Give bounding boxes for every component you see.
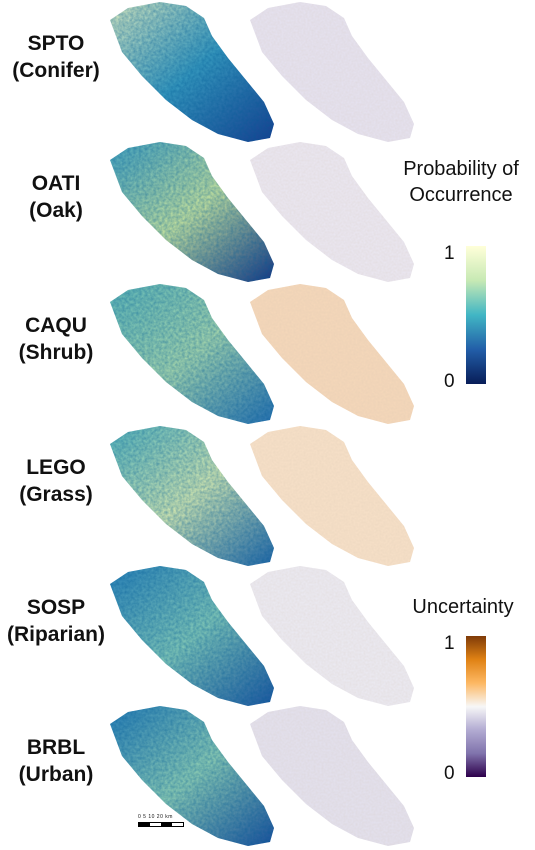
scale-bar-numbers: 0 5 10 20 km bbox=[138, 814, 173, 820]
scale-bar-ticks: 0 5 10 20 bbox=[138, 814, 164, 820]
species-code: CAQU bbox=[25, 314, 87, 337]
species-code: BRBL bbox=[26, 736, 86, 759]
probability-map bbox=[110, 706, 274, 846]
probability-colorbar bbox=[466, 246, 486, 384]
probability-max-label: 1 bbox=[444, 243, 455, 264]
species-group: (Conifer) bbox=[12, 59, 100, 82]
species-label: BRBL (Urban) bbox=[0, 734, 112, 788]
uncertainty-map bbox=[250, 706, 414, 846]
uncertainty-map bbox=[250, 426, 414, 566]
uncertainty-min-label: 0 bbox=[444, 763, 455, 784]
species-row: BRBL (Urban) bbox=[0, 706, 535, 846]
species-code: SOSP bbox=[26, 596, 86, 619]
uncertainty-colorbar bbox=[466, 636, 486, 777]
probability-map bbox=[110, 284, 274, 424]
species-code: LEGO bbox=[26, 456, 86, 479]
uncertainty-map bbox=[250, 142, 414, 282]
species-row: CAQU (Shrub) bbox=[0, 284, 535, 424]
species-group: (Grass) bbox=[19, 483, 93, 506]
species-label: SOSP (Riparian) bbox=[0, 594, 112, 648]
probability-map bbox=[110, 426, 274, 566]
scale-bar-graphic bbox=[138, 822, 184, 827]
probability-map bbox=[110, 566, 274, 706]
uncertainty-max-label: 1 bbox=[444, 633, 455, 654]
scale-bar: 0 5 10 20 km bbox=[138, 814, 186, 836]
probability-map bbox=[110, 2, 274, 142]
probability-legend-title: Probability of Occurrence bbox=[386, 156, 535, 208]
species-group: (Urban) bbox=[18, 763, 94, 786]
species-row: LEGO (Grass) bbox=[0, 426, 535, 566]
probability-title-line1: Probability of bbox=[403, 158, 519, 180]
probability-min-label: 0 bbox=[444, 371, 455, 392]
species-label: LEGO (Grass) bbox=[0, 454, 112, 508]
species-row: SPTO (Conifer) bbox=[0, 2, 535, 142]
species-code: SPTO bbox=[27, 32, 85, 55]
probability-map bbox=[110, 142, 274, 282]
uncertainty-map bbox=[250, 2, 414, 142]
species-group: (Shrub) bbox=[18, 341, 94, 364]
uncertainty-map bbox=[250, 566, 414, 706]
probability-title-line2: Occurrence bbox=[409, 184, 513, 206]
uncertainty-legend-title: Uncertainty bbox=[412, 596, 514, 618]
species-label: CAQU (Shrub) bbox=[0, 312, 112, 366]
species-code: OATI bbox=[31, 172, 81, 195]
species-group: (Oak) bbox=[29, 199, 83, 222]
scale-bar-unit: km bbox=[165, 814, 173, 820]
species-row: SOSP (Riparian) bbox=[0, 566, 535, 706]
species-group: (Riparian) bbox=[6, 623, 105, 646]
species-label: OATI (Oak) bbox=[0, 170, 112, 224]
species-row: OATI (Oak) bbox=[0, 142, 535, 282]
uncertainty-map bbox=[250, 284, 414, 424]
species-label: SPTO (Conifer) bbox=[0, 30, 112, 84]
